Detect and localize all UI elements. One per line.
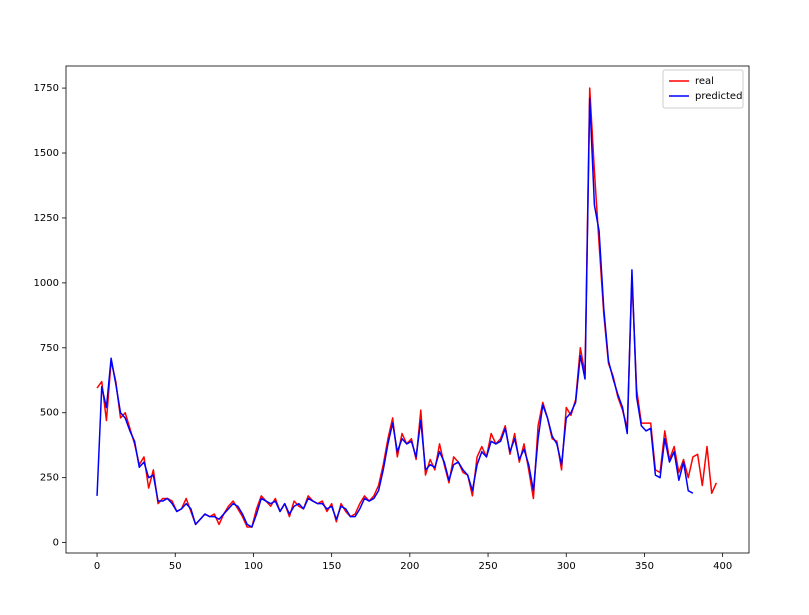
- y-tick-label: 1000: [34, 278, 59, 289]
- legend-label: real: [695, 76, 714, 87]
- line-series: [96, 97, 694, 528]
- line-series: [96, 87, 718, 528]
- y-tick-label: 1250: [34, 213, 59, 224]
- y-tick-label: 0: [53, 538, 59, 549]
- plot-frame: [65, 65, 750, 554]
- x-tick-label: 200: [400, 561, 419, 572]
- y-tick-label: 500: [40, 408, 59, 419]
- legend-box: [662, 69, 744, 109]
- x-tick-label: 250: [478, 561, 497, 572]
- y-tick-label: 750: [40, 343, 59, 354]
- x-tick-label: 400: [713, 561, 732, 572]
- x-tick-label: 100: [244, 561, 263, 572]
- x-tick-label: 300: [557, 561, 576, 572]
- x-tick-label: 50: [169, 561, 182, 572]
- x-tick-label: 350: [635, 561, 654, 572]
- x-tick-label: 0: [94, 561, 100, 572]
- x-tick-label: 150: [322, 561, 341, 572]
- y-tick-label: 250: [40, 473, 59, 484]
- y-tick-label: 1500: [34, 148, 59, 159]
- legend-label: predicted: [695, 91, 742, 102]
- y-tick-label: 1750: [34, 83, 59, 94]
